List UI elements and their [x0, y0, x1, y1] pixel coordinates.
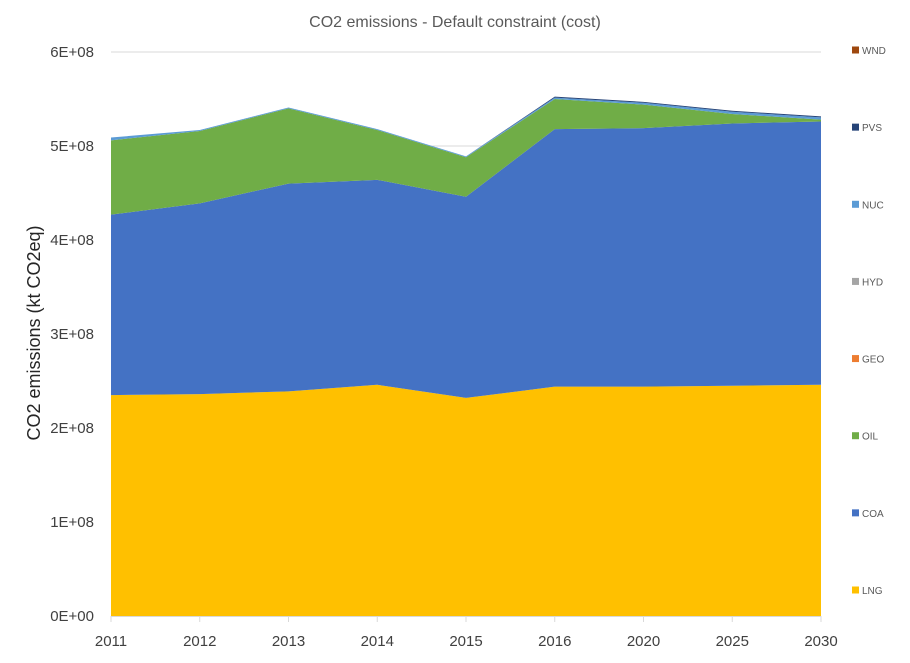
- legend-item-lng: LNG: [852, 586, 883, 597]
- legend-label: OIL: [862, 432, 879, 443]
- legend-item-nuc: NUC: [852, 200, 884, 211]
- legend-item-hyd: HYD: [852, 277, 883, 288]
- area-series: [111, 96, 821, 616]
- legend-swatch: [852, 509, 859, 517]
- legend-swatch: [852, 46, 859, 54]
- x-tick-label: 2020: [627, 633, 660, 650]
- x-tick-label: 2016: [538, 633, 571, 650]
- legend-swatch: [852, 200, 859, 208]
- y-tick-label: 2E+08: [50, 420, 94, 437]
- legend-swatch: [852, 355, 859, 363]
- y-tick-label: 6E+08: [50, 44, 94, 61]
- legend-label: COA: [862, 509, 884, 520]
- legend-label: LNG: [862, 586, 883, 597]
- legend-label: WND: [862, 46, 886, 57]
- x-tick-label: 2013: [272, 633, 305, 650]
- y-tick-label: 4E+08: [50, 232, 94, 249]
- legend-label: NUC: [862, 200, 884, 211]
- x-tick-label: 2011: [95, 633, 127, 650]
- y-tick-label: 3E+08: [50, 326, 94, 343]
- y-axis-label: CO2 emissions (kt CO2eq): [24, 225, 44, 440]
- area-coa: [111, 121, 821, 398]
- x-tick-label: 2014: [361, 633, 394, 650]
- x-tick-label: 2015: [449, 633, 482, 650]
- legend-swatch: [852, 432, 859, 440]
- legend-swatch: [852, 123, 859, 131]
- legend-item-wnd: WND: [852, 46, 886, 57]
- legend-item-coa: COA: [852, 509, 884, 520]
- area-lng: [111, 384, 821, 616]
- x-tick-label: 2025: [716, 633, 749, 650]
- legend-item-oil: OIL: [852, 432, 879, 443]
- axes: 0E+00 1E+08 2E+08 3E+08 4E+08 5E+08 6E+08 2011 2…: [50, 44, 837, 650]
- legend-label: GEO: [862, 355, 884, 366]
- area-oil: [111, 99, 821, 215]
- legend-swatch: [852, 277, 859, 285]
- chart-title: CO2 emissions - Default constraint (cost…: [309, 14, 601, 31]
- legend-item-pvs: PVS: [852, 123, 882, 134]
- legend: WND PVS NUC HYD GEO OIL COA LNG: [852, 46, 886, 597]
- x-tick-label: 2012: [183, 633, 216, 650]
- y-tick-label: 5E+08: [50, 138, 94, 155]
- legend-item-geo: GEO: [852, 355, 884, 366]
- x-tick-label: 2030: [804, 633, 837, 650]
- legend-label: PVS: [862, 123, 882, 134]
- y-tick-label: 0E+00: [50, 608, 94, 625]
- y-tick-label: 1E+08: [50, 514, 94, 531]
- legend-swatch: [852, 586, 859, 594]
- legend-label: HYD: [862, 277, 883, 288]
